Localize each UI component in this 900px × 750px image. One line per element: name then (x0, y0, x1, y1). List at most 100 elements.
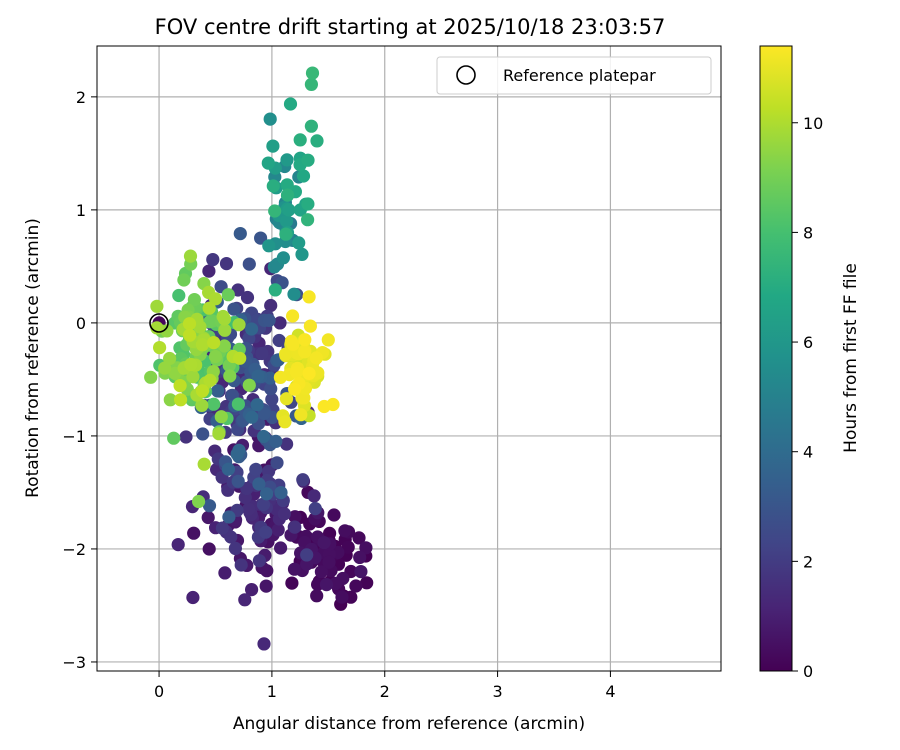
data-point (278, 415, 292, 429)
data-point (182, 317, 197, 331)
data-point (322, 555, 336, 569)
data-point (271, 523, 285, 537)
data-point (277, 507, 291, 521)
data-point (232, 318, 246, 332)
axes-frame (96, 45, 722, 672)
y-axis-ticks: −3 −2 −1 0 1 2 (62, 88, 97, 672)
data-point (228, 541, 242, 556)
data-point (279, 347, 293, 361)
data-point (262, 313, 276, 327)
data-point (257, 637, 271, 651)
y-tick-label: −2 (62, 540, 86, 559)
data-point (360, 576, 374, 590)
colorbar-tick-label: 0 (803, 662, 813, 681)
data-point (280, 178, 294, 192)
colorbar-gradient (759, 45, 793, 672)
data-point (252, 477, 266, 491)
data-point (202, 264, 216, 278)
data-point (224, 530, 238, 544)
data-point (262, 239, 276, 253)
data-point (179, 430, 193, 444)
data-point (218, 323, 232, 337)
x-tick-label: 2 (380, 682, 390, 701)
data-point (286, 309, 300, 323)
data-point (187, 293, 201, 307)
x-axis-label: Angular distance from reference (arcmin) (233, 714, 585, 734)
data-point (160, 324, 174, 338)
data-point (298, 333, 312, 347)
data-point (255, 346, 269, 361)
data-point (302, 290, 316, 304)
data-point (307, 489, 321, 503)
data-point (219, 257, 234, 271)
data-point (249, 462, 263, 476)
data-point (302, 366, 316, 380)
data-point (256, 497, 271, 512)
data-point (301, 153, 315, 167)
data-point (282, 203, 296, 217)
data-point (158, 361, 172, 375)
colorbar-tick-label: 2 (803, 552, 813, 571)
data-point (174, 393, 188, 407)
data-point (294, 408, 308, 422)
data-point (279, 392, 294, 406)
x-tick-label: 4 (605, 682, 615, 701)
data-point (269, 434, 283, 448)
data-point (288, 510, 302, 524)
data-point (276, 251, 290, 265)
data-point (310, 589, 324, 603)
data-point (287, 562, 302, 576)
data-point (173, 379, 187, 393)
data-point (245, 410, 259, 424)
x-tick-label: 1 (267, 682, 277, 701)
data-point (301, 213, 315, 227)
data-point (288, 382, 302, 396)
data-point (268, 283, 282, 297)
data-point (232, 443, 246, 457)
x-tick-label: 3 (492, 682, 502, 701)
data-point (187, 526, 201, 540)
x-axis-ticks: 0 1 2 3 4 (154, 671, 616, 701)
legend: Reference platepar (436, 56, 712, 95)
data-point (327, 508, 341, 522)
data-point (250, 398, 264, 412)
data-point (354, 565, 368, 579)
data-point (279, 214, 294, 228)
data-point (300, 548, 314, 562)
data-point (279, 227, 293, 241)
data-point (280, 437, 294, 451)
data-point (286, 337, 300, 351)
data-point (192, 494, 206, 509)
data-point (201, 510, 215, 525)
y-tick-label: 1 (76, 201, 86, 220)
data-point (177, 273, 191, 287)
data-point (308, 502, 322, 516)
data-point (310, 134, 324, 148)
data-point (217, 339, 231, 353)
data-point (268, 204, 282, 218)
data-point (207, 397, 221, 411)
data-point (335, 590, 349, 604)
x-tick-label: 0 (154, 682, 164, 701)
data-point (264, 382, 278, 396)
data-point (211, 384, 225, 398)
data-point (208, 292, 223, 306)
data-point (293, 133, 307, 147)
data-point (266, 179, 280, 193)
data-point (150, 299, 164, 313)
data-point (202, 542, 216, 556)
data-point (221, 462, 235, 476)
data-point (296, 473, 310, 487)
data-point (259, 579, 273, 593)
data-point (259, 525, 273, 539)
data-point (300, 557, 314, 571)
data-point (359, 541, 373, 555)
data-point (352, 531, 366, 545)
data-point (292, 236, 306, 250)
data-point (153, 341, 167, 355)
data-point (245, 322, 259, 336)
data-point (221, 288, 235, 302)
data-point (349, 579, 363, 593)
data-point (218, 566, 232, 580)
colorbar: 0 2 4 6 8 10 Hours from first FF file (759, 45, 861, 681)
